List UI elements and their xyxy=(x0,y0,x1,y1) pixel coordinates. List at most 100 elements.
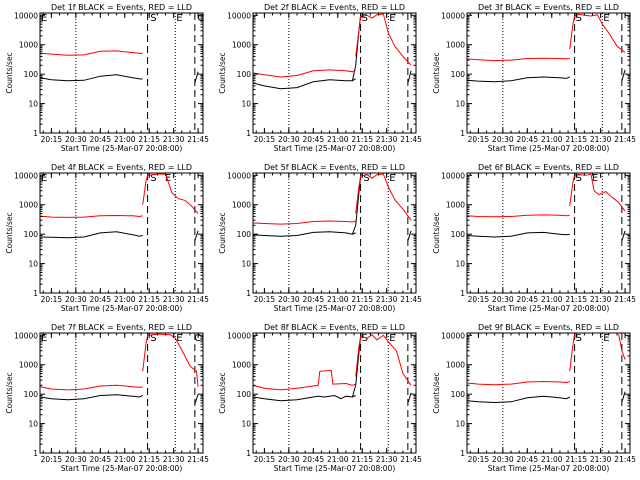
y-axis-label: Counts/sec xyxy=(5,52,14,93)
events-series-line xyxy=(351,176,362,235)
x-axis-label: Start Time (25-Mar-07 20:08:00) xyxy=(274,464,396,473)
y-tick-label: 1 xyxy=(460,289,465,298)
x-tick-label: 21:00 xyxy=(541,455,563,464)
x-tick-label: 21:00 xyxy=(114,295,136,304)
y-tick-label: 10000 xyxy=(441,171,465,180)
x-tick-label: 20:15 xyxy=(254,455,276,464)
lld-series-line xyxy=(355,334,412,386)
y-tick-label: 1000 xyxy=(446,41,465,50)
x-tick-label: 21:15 xyxy=(351,295,373,304)
lld-series-line xyxy=(569,334,576,372)
flag-label: S xyxy=(363,173,369,184)
x-tick-label: 20:30 xyxy=(492,455,514,464)
lld-series-line xyxy=(355,173,412,221)
flag-label: S xyxy=(362,333,368,344)
x-tick-label: 20:30 xyxy=(278,135,300,144)
x-tick-label: 21:00 xyxy=(327,135,349,144)
plot-frame xyxy=(39,12,204,134)
x-tick-label: 21:15 xyxy=(138,135,160,144)
flag-label: E xyxy=(176,13,182,24)
y-tick-label: 1 xyxy=(246,449,251,458)
y-tick-label: 100 xyxy=(237,390,252,399)
x-tick-label: 20:45 xyxy=(516,135,538,144)
events-series-line xyxy=(194,71,199,84)
flag-label: S xyxy=(576,13,582,24)
lld-series-line xyxy=(252,69,356,78)
plot-frame xyxy=(39,172,204,294)
y-axis-label: Counts/sec xyxy=(218,372,227,413)
x-tick-label: 21:00 xyxy=(114,135,136,144)
x-tick-label: 20:30 xyxy=(65,455,87,464)
lld-series-line xyxy=(39,384,143,391)
y-tick-label: 10000 xyxy=(14,171,38,180)
events-series-line xyxy=(466,76,570,83)
x-tick-label: 20:30 xyxy=(278,295,300,304)
events-series-line xyxy=(407,70,412,84)
y-axis-label: Counts/sec xyxy=(218,52,227,93)
y-tick-label: 10000 xyxy=(441,331,465,340)
x-tick-label: 20:30 xyxy=(65,295,87,304)
x-tick-label: 21:45 xyxy=(187,455,209,464)
y-tick-label: 1000 xyxy=(19,41,38,50)
y-tick-label: 1000 xyxy=(232,41,251,50)
x-tick-label: 21:30 xyxy=(590,455,612,464)
flag-label: E xyxy=(389,333,395,344)
x-tick-label: 21:30 xyxy=(163,135,185,144)
flag-label: S xyxy=(150,13,156,24)
x-tick-label: 21:45 xyxy=(400,135,422,144)
events-series-line xyxy=(39,394,143,401)
lld-series-line xyxy=(466,57,570,62)
y-tick-label: 10000 xyxy=(227,171,251,180)
x-tick-label: 20:15 xyxy=(468,135,490,144)
flag-label: E xyxy=(41,173,47,184)
flag-label: E xyxy=(165,173,171,184)
flag-label: E xyxy=(592,173,598,184)
x-tick-label: 21:30 xyxy=(376,455,398,464)
y-tick-label: 10000 xyxy=(441,11,465,20)
y-tick-label: 10 xyxy=(455,100,465,109)
x-tick-label: 20:15 xyxy=(468,455,490,464)
y-axis-label: Counts/sec xyxy=(432,212,441,253)
x-axis-label: Start Time (25-Mar-07 20:08:00) xyxy=(274,304,396,313)
flag-label: E xyxy=(176,333,182,344)
x-tick-label: 20:45 xyxy=(302,455,324,464)
y-tick-label: 1000 xyxy=(232,201,251,210)
panel-title: Det 3f BLACK = Events, RED = LLD xyxy=(478,3,619,12)
y-tick-label: 10 xyxy=(28,100,38,109)
x-tick-label: 20:15 xyxy=(468,295,490,304)
y-axis-label: Counts/sec xyxy=(432,372,441,413)
y-tick-label: 10 xyxy=(455,260,465,269)
events-series-line xyxy=(194,394,199,405)
lld-series-line xyxy=(618,334,626,360)
y-tick-label: 100 xyxy=(237,230,252,239)
flag-label: E xyxy=(603,333,609,344)
x-tick-label: 21:45 xyxy=(400,295,422,304)
plot-frame xyxy=(39,332,204,454)
y-tick-label: 1000 xyxy=(446,361,465,370)
events-series-line xyxy=(252,231,356,237)
x-tick-label: 21:30 xyxy=(590,295,612,304)
y-tick-label: 1000 xyxy=(19,201,38,210)
y-tick-label: 1 xyxy=(33,289,38,298)
x-tick-label: 21:15 xyxy=(351,455,373,464)
y-axis-label: Counts/sec xyxy=(218,212,227,253)
x-tick-label: 20:30 xyxy=(278,455,300,464)
plot-frame xyxy=(252,12,417,134)
x-tick-label: 21:30 xyxy=(163,295,185,304)
y-tick-label: 100 xyxy=(24,230,39,239)
x-tick-label: 20:30 xyxy=(492,135,514,144)
events-series-line xyxy=(252,394,356,402)
x-tick-label: 21:45 xyxy=(400,455,422,464)
flag-label: E xyxy=(41,333,47,344)
y-axis-label: Counts/sec xyxy=(432,52,441,93)
y-tick-label: 1000 xyxy=(232,361,251,370)
flag-label: S xyxy=(362,13,368,24)
panel-title: Det 1f BLACK = Events, RED = LLD xyxy=(51,3,192,12)
x-tick-label: 21:00 xyxy=(327,295,349,304)
y-tick-label: 10 xyxy=(28,420,38,429)
x-tick-label: 20:15 xyxy=(41,455,63,464)
